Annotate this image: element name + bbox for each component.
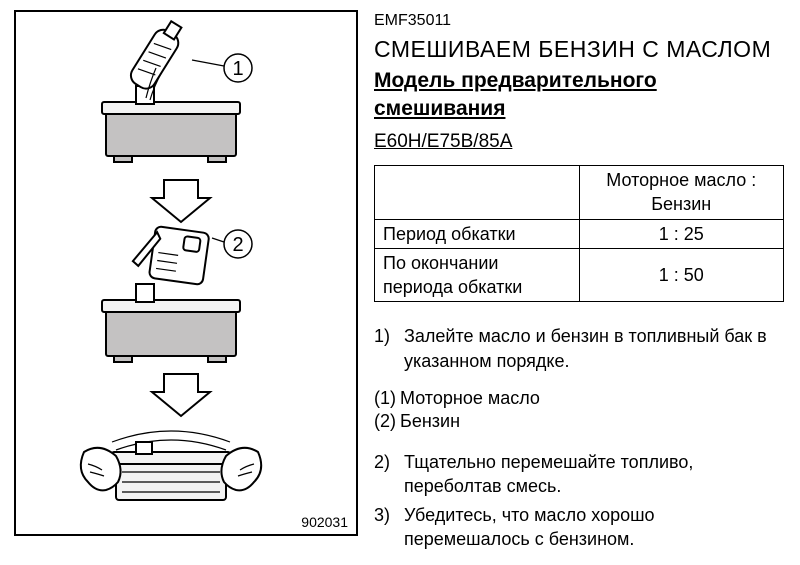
table-header-right: Моторное масло : Бензин (579, 165, 784, 219)
legend-number: (2) (374, 410, 396, 433)
step-text: Залейте масло и бензин в топливный бак в… (404, 324, 784, 373)
table-cell-label: По окончании периода обкатки (375, 248, 580, 302)
diagram-svg: 1 2 (16, 12, 356, 532)
step-number: 2) (374, 450, 396, 499)
table-row: По окончании периода обкатки 1 : 50 (375, 248, 784, 302)
legend-number: (1) (374, 387, 396, 410)
text-panel: EMF35011 СМЕШИВАЕМ БЕНЗИН С МАСЛОМ Модел… (374, 10, 784, 536)
diagram-step1-label: 1 (232, 58, 243, 80)
legend-item: (1) Моторное масло (374, 387, 784, 410)
legend-text: Бензин (400, 410, 460, 433)
instructions: 1) Залейте масло и бензин в топливный ба… (374, 324, 784, 387)
doc-subtitle: Модель предварительного смешивания (374, 67, 784, 124)
table-cell-label: Период обкатки (375, 219, 580, 248)
table-row: Моторное масло : Бензин (375, 165, 784, 219)
ratio-table: Моторное масло : Бензин Период обкатки 1… (374, 165, 784, 302)
legend-text: Моторное масло (400, 387, 540, 410)
legend: (1) Моторное масло (2) Бензин (374, 387, 784, 432)
doc-models: E60H/E75B/85A (374, 129, 784, 155)
doc-title: СМЕШИВАЕМ БЕНЗИН С МАСЛОМ (374, 34, 784, 65)
table-header-left (375, 165, 580, 219)
step-number: 1) (374, 324, 396, 373)
instructions-2: 2) Тщательно перемешайте топливо, перебо… (374, 450, 784, 565)
diagram-step2-label: 2 (232, 234, 243, 256)
instruction-step: 2) Тщательно перемешайте топливо, перебо… (374, 450, 784, 499)
legend-item: (2) Бензин (374, 410, 784, 433)
table-row: Период обкатки 1 : 25 (375, 219, 784, 248)
step-text: Убедитесь, что масло хорошо перемешалось… (404, 503, 784, 552)
doc-code: EMF35011 (374, 10, 784, 32)
step-text: Тщательно перемешайте топливо, переболта… (404, 450, 784, 499)
instruction-step: 3) Убедитесь, что масло хорошо перемешал… (374, 503, 784, 552)
diagram-number: 902031 (301, 514, 348, 530)
instruction-step: 1) Залейте масло и бензин в топливный ба… (374, 324, 784, 373)
table-cell-ratio: 1 : 25 (579, 219, 784, 248)
diagram-panel: 1 2 (14, 10, 358, 536)
step-number: 3) (374, 503, 396, 552)
table-cell-ratio: 1 : 50 (579, 248, 784, 302)
